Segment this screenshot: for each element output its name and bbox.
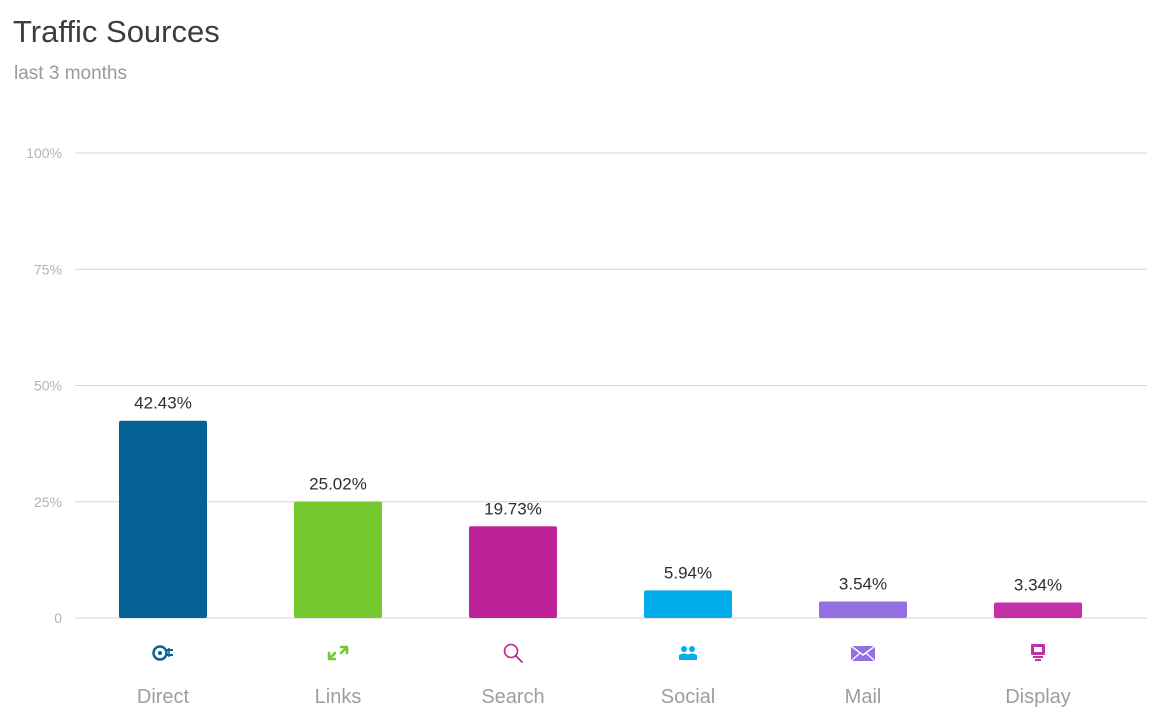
category-label: Social	[661, 686, 715, 708]
y-tick-label: 75%	[34, 261, 62, 277]
chart-title: Traffic Sources	[13, 14, 220, 49]
data-label: 19.73%	[484, 499, 542, 518]
bar-direct[interactable]	[119, 420, 207, 618]
data-label: 25.02%	[309, 475, 367, 494]
mail-icon	[850, 645, 876, 662]
bar-mail[interactable]	[819, 601, 907, 618]
links-icon	[327, 645, 349, 661]
category-label: Links	[315, 686, 362, 708]
y-tick-label: 25%	[34, 494, 62, 510]
display-icon	[1031, 644, 1045, 661]
bar-display[interactable]	[994, 602, 1082, 618]
social-icon	[679, 646, 697, 660]
y-tick-label: 100%	[26, 145, 62, 161]
y-tick-label: 0	[54, 610, 62, 626]
category-label: Display	[1005, 686, 1071, 708]
bar-social[interactable]	[644, 590, 732, 618]
data-label: 42.43%	[134, 394, 192, 413]
category-label: Mail	[845, 686, 882, 708]
y-tick-label: 50%	[34, 378, 62, 394]
category-label: Direct	[137, 686, 190, 708]
data-label: 3.54%	[839, 575, 887, 594]
chart-subtitle: last 3 months	[14, 63, 127, 84]
search-icon	[503, 643, 523, 663]
bar-links[interactable]	[294, 501, 382, 618]
bar-search[interactable]	[469, 526, 557, 618]
data-label: 5.94%	[664, 563, 712, 582]
direct-icon	[152, 645, 173, 661]
data-label: 3.34%	[1014, 575, 1062, 594]
category-label: Search	[481, 686, 544, 708]
